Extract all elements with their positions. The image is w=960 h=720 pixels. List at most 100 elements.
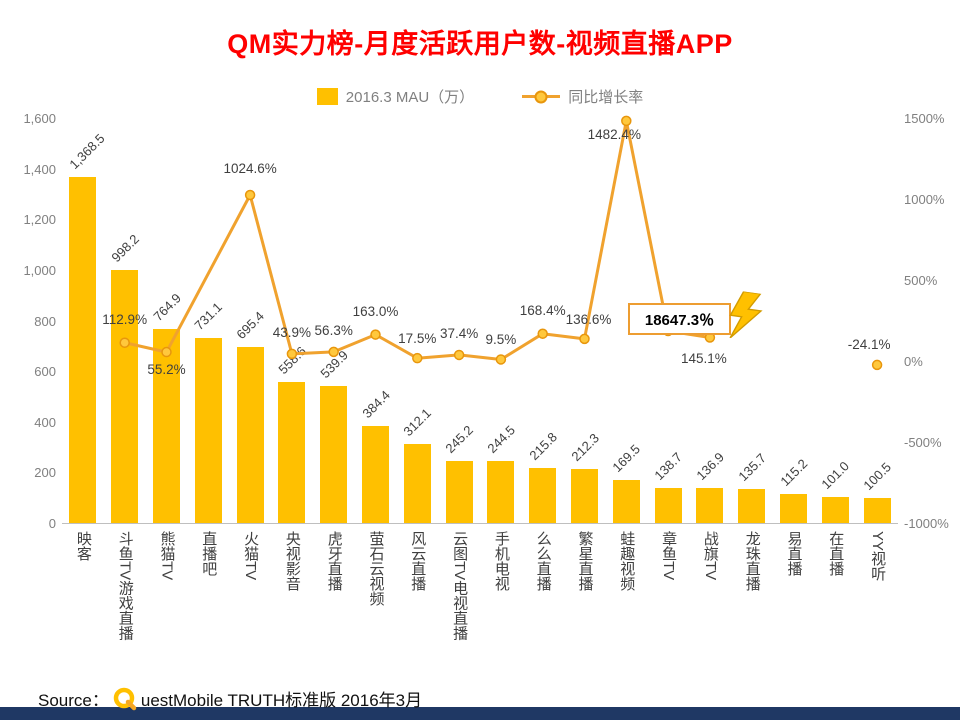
growth-value-label: 1482.4% xyxy=(587,126,641,142)
source-note: Source： uestMobile TRUTH标准版 2016年3月 xyxy=(38,686,422,711)
bar xyxy=(278,381,306,523)
legend-item-growth: 同比增长率 xyxy=(522,86,643,107)
bar xyxy=(696,488,724,523)
growth-value-label: 163.0% xyxy=(352,303,399,319)
category-label: 熊猫TV xyxy=(158,531,176,581)
source-text: uestMobile TRUTH标准版 2016年3月 xyxy=(140,691,423,710)
right-axis-tick: 0% xyxy=(904,354,923,369)
bar xyxy=(111,270,139,523)
bar xyxy=(571,469,598,523)
category-label: 萤石云视频 xyxy=(367,531,385,606)
legend-item-mau: 2016.3 MAU（万） xyxy=(316,86,475,107)
right-axis-tick: 1000% xyxy=(904,192,945,207)
bar-series-swatch xyxy=(316,88,338,105)
bar-value-label: 764.9 xyxy=(149,290,184,325)
legend-label-growth: 同比增长率 xyxy=(568,89,644,106)
bar xyxy=(654,487,682,523)
growth-value-label: 17.5% xyxy=(398,331,437,347)
bar-value-label: 135.7 xyxy=(735,450,769,484)
lightning-icon xyxy=(729,290,763,339)
left-axis-tick: 400 xyxy=(34,414,56,430)
left-axis-tick: 600 xyxy=(34,364,56,380)
bar-value-label: 245.2 xyxy=(442,422,477,456)
bar-value-label: 212.3 xyxy=(567,430,602,465)
growth-value-label: 168.4% xyxy=(519,302,566,318)
bar-value-label: 998.2 xyxy=(108,231,142,266)
bar xyxy=(863,497,891,523)
category-label: 战旗TV xyxy=(701,531,719,581)
bar-value-label: 695.4 xyxy=(233,308,268,342)
bar-value-label: 101.0 xyxy=(818,458,853,493)
category-label: YY视听 xyxy=(869,531,887,582)
growth-value-label: 55.2% xyxy=(147,362,186,378)
bar-value-label: 138.7 xyxy=(651,449,686,483)
bar-value-label: 312.1 xyxy=(400,405,435,439)
offscale-annotation: 18647.3％ xyxy=(628,303,731,335)
bar-value-label: 115.2 xyxy=(776,455,810,489)
growth-value-label: 9.5% xyxy=(485,332,517,348)
right-axis-tick: 1500% xyxy=(904,111,945,126)
line-marker-icon xyxy=(534,90,548,103)
category-label: 云图TV电视直播 xyxy=(451,531,469,641)
bar xyxy=(194,337,222,523)
left-axis-tick: 1,200 xyxy=(23,212,56,228)
category-label: 直播吧 xyxy=(200,531,218,576)
bar-value-label: 731.1 xyxy=(191,299,226,333)
bar xyxy=(487,461,515,523)
category-label: 映客 xyxy=(74,531,92,561)
left-axis-tick: 0 xyxy=(48,516,56,531)
growth-value-label: 1024.6% xyxy=(223,161,277,176)
footer-bar xyxy=(0,707,960,720)
category-label: 龙珠直播 xyxy=(743,531,761,591)
bar-value-label: 215.8 xyxy=(526,429,560,464)
category-label: 么么直播 xyxy=(534,531,552,591)
right-axis-tick: 500% xyxy=(904,273,938,288)
plot-area: 1,368.5 998.2 764.9 731.1 695.4 558.6 539.9 384… xyxy=(62,118,898,524)
bar-value-label: 100.5 xyxy=(860,458,895,493)
bar-value-label: 558.6 xyxy=(275,342,309,377)
growth-value-label: 112.9% xyxy=(102,311,148,327)
chart-title: QM实力榜-月度活跃用户数-视频直播APP xyxy=(227,29,733,59)
legend-label-mau: 2016.3 MAU（万） xyxy=(345,89,475,106)
bar-value-label: 169.5 xyxy=(609,441,644,476)
bar xyxy=(445,460,473,523)
growth-value-label: 43.9% xyxy=(272,324,312,340)
bar xyxy=(612,480,640,523)
bar-value-label: 384.4 xyxy=(358,387,393,421)
left-axis-tick: 800 xyxy=(34,313,56,329)
bar xyxy=(69,176,97,523)
category-label: 蛙趣视频 xyxy=(618,531,636,591)
right-axis-tick: -500% xyxy=(904,435,942,450)
category-label: 手机电视 xyxy=(492,531,510,591)
right-axis-tick: -1000% xyxy=(904,516,949,531)
left-axis-tick: 1,000 xyxy=(23,262,56,278)
bar xyxy=(153,329,180,523)
growth-value-label: 37.4% xyxy=(439,325,479,341)
left-axis-tick: 1,400 xyxy=(23,161,56,177)
bar xyxy=(529,468,557,523)
offscale-value: 18647.3％ xyxy=(644,311,715,329)
questmobile-logo-icon xyxy=(113,687,137,710)
bar-value-label: 1,368.5 xyxy=(66,130,108,172)
category-label: 斗鱼TV游戏直播 xyxy=(116,531,134,641)
left-axis-tick: 200 xyxy=(34,465,56,481)
category-label: 央视影音 xyxy=(283,531,301,591)
line-series-swatch xyxy=(522,90,561,103)
bar xyxy=(821,497,849,523)
category-label: 易直播 xyxy=(785,531,803,576)
bar xyxy=(236,346,264,523)
category-label: 风云直播 xyxy=(409,531,427,591)
growth-value-label: 136.6% xyxy=(565,311,612,327)
bar xyxy=(403,444,431,523)
growth-value-label: 145.1% xyxy=(680,351,727,367)
category-label: 火猫TV xyxy=(242,531,260,581)
category-label: 章鱼TV xyxy=(660,531,678,581)
category-label: 虎牙直播 xyxy=(325,531,343,591)
bar-value-label: 244.5 xyxy=(484,422,518,457)
bar xyxy=(362,425,389,523)
category-label: 在直播 xyxy=(827,531,845,576)
left-axis-tick: 1,600 xyxy=(23,111,56,126)
growth-value-label: -24.1% xyxy=(847,336,891,352)
bar xyxy=(738,488,766,523)
